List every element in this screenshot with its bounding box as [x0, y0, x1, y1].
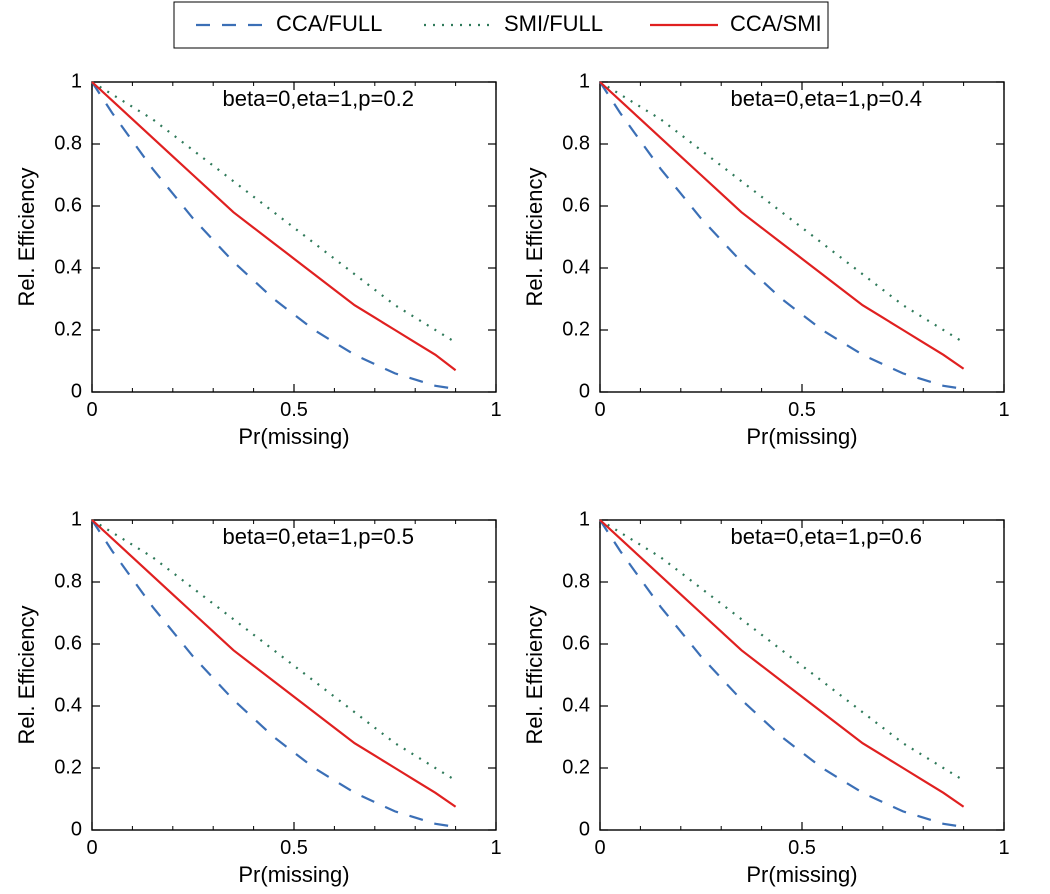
ytick-label: 0.2 — [562, 318, 590, 340]
panel-3: 0 0.5 1 0 0.2 0.4 0.6 0.8 1 Pr(missing) Rel. Effic… — [522, 508, 1010, 887]
figure-stage: CCA/FULL SMI/FULL CCA/SMI 0 0.5 1 0 0.2 0.4 0.6 0.… — [0, 0, 1050, 894]
xlabel: Pr(missing) — [746, 424, 857, 449]
panel-2: 0 0.5 1 0 0.2 0.4 0.6 0.8 1 Pr(missing) Rel. Effic… — [14, 508, 502, 887]
ytick-label: 0.2 — [54, 318, 82, 340]
xtick-label: 0.5 — [788, 399, 816, 421]
ytick-label: 1 — [71, 508, 82, 530]
panel-1: 0 0.5 1 0 0.2 0.4 0.6 0.8 1 Pr(missing) Rel. Effic… — [522, 70, 1010, 449]
ytick-label: 0.2 — [54, 756, 82, 778]
ytick-label: 0.6 — [54, 632, 82, 654]
series-line-2 — [92, 520, 456, 807]
series-line-1 — [600, 520, 964, 780]
ytick-label: 0.6 — [54, 194, 82, 216]
xtick-label: 1 — [998, 399, 1009, 421]
ytick-label: 0 — [579, 380, 590, 402]
axes-box — [600, 520, 1004, 830]
series-line-2 — [600, 520, 964, 807]
series-line-2 — [600, 82, 964, 369]
ytick-label: 0.4 — [562, 694, 590, 716]
ytick-label: 0.4 — [54, 256, 82, 278]
ylabel: Rel. Efficiency — [522, 168, 547, 307]
xtick-label: 0.5 — [280, 837, 308, 859]
ytick-label: 0 — [71, 380, 82, 402]
ytick-label: 0.8 — [54, 570, 82, 592]
xlabel: Pr(missing) — [238, 424, 349, 449]
ytick-label: 0.8 — [562, 570, 590, 592]
panel-title: beta=0,eta=1,p=0.2 — [223, 86, 414, 111]
ytick-label: 0.8 — [562, 132, 590, 154]
series-line-2 — [92, 82, 456, 370]
xtick-label: 0 — [86, 399, 97, 421]
xlabel: Pr(missing) — [238, 862, 349, 887]
ytick-label: 0.8 — [54, 132, 82, 154]
xtick-label: 0 — [594, 837, 605, 859]
series-line-1 — [600, 82, 964, 342]
ytick-label: 0.4 — [54, 694, 82, 716]
ytick-label: 1 — [579, 508, 590, 530]
xtick-label: 0.5 — [788, 837, 816, 859]
xtick-label: 0 — [594, 399, 605, 421]
ytick-label: 0.2 — [562, 756, 590, 778]
axes-box — [600, 82, 1004, 392]
xtick-label: 1 — [490, 837, 501, 859]
xlabel: Pr(missing) — [746, 862, 857, 887]
panel-0: 0 0.5 1 0 0.2 0.4 0.6 0.8 1 Pr(missing) Rel. Effic… — [14, 70, 502, 449]
legend-label-0: CCA/FULL — [276, 11, 382, 36]
ylabel: Rel. Efficiency — [522, 606, 547, 745]
xtick-label: 1 — [998, 837, 1009, 859]
panel-title: beta=0,eta=1,p=0.4 — [731, 86, 922, 111]
series-line-1 — [92, 520, 456, 780]
xtick-label: 1 — [490, 399, 501, 421]
ylabel: Rel. Efficiency — [14, 168, 39, 307]
ytick-label: 0 — [71, 818, 82, 840]
legend-label-2: CCA/SMI — [730, 11, 822, 36]
ytick-label: 0.4 — [562, 256, 590, 278]
axes-box — [92, 82, 496, 392]
series-line-1 — [92, 82, 456, 342]
figure-svg: CCA/FULL SMI/FULL CCA/SMI 0 0.5 1 0 0.2 0.4 0.6 0.… — [0, 0, 1050, 894]
ytick-label: 1 — [71, 70, 82, 92]
xtick-label: 0 — [86, 837, 97, 859]
axes-box — [92, 520, 496, 830]
panel-title: beta=0,eta=1,p=0.6 — [731, 524, 922, 549]
ytick-label: 1 — [579, 70, 590, 92]
series-line-0 — [92, 82, 456, 389]
series-line-0 — [600, 82, 964, 389]
ylabel: Rel. Efficiency — [14, 606, 39, 745]
series-line-0 — [92, 520, 456, 827]
xtick-label: 0.5 — [280, 399, 308, 421]
ytick-label: 0.6 — [562, 632, 590, 654]
ytick-label: 0.6 — [562, 194, 590, 216]
panel-title: beta=0,eta=1,p=0.5 — [223, 524, 414, 549]
legend-label-1: SMI/FULL — [504, 11, 603, 36]
ytick-label: 0 — [579, 818, 590, 840]
series-line-0 — [600, 520, 964, 827]
